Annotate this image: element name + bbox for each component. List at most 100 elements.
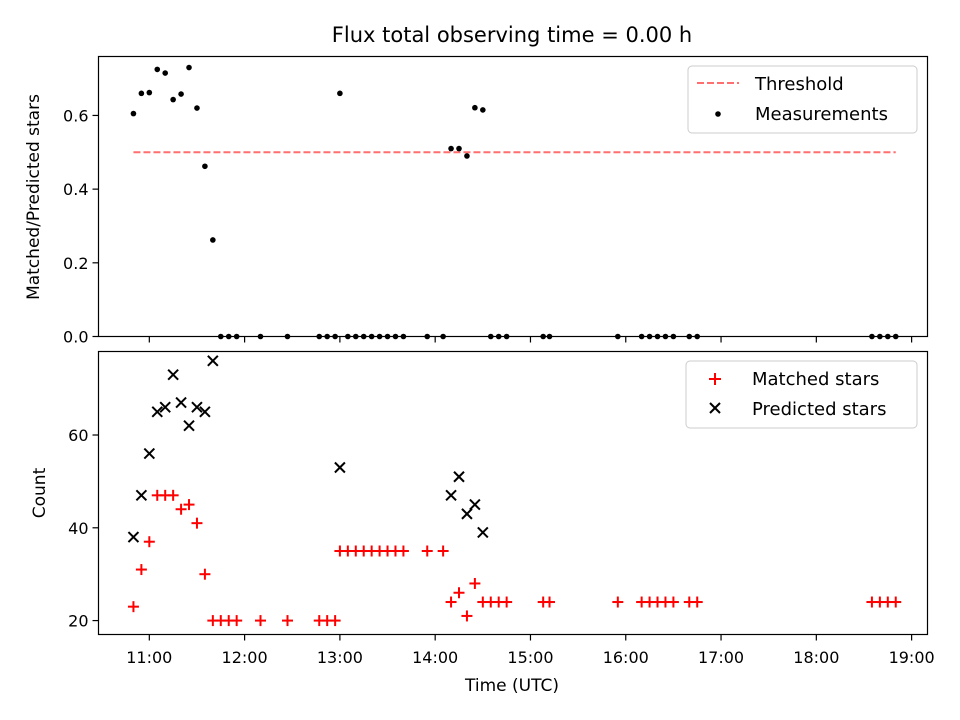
- legend-measurements-label: Measurements: [755, 104, 888, 125]
- legend-measurements-swatch: [715, 111, 721, 117]
- measurement-point: [194, 105, 200, 111]
- x-tick-label: 14:00: [412, 648, 458, 667]
- legend-matched-label: Matched stars: [752, 369, 879, 390]
- predicted-x-b: [207, 355, 219, 367]
- predicted-star-point: [191, 401, 203, 413]
- predicted-x-b: [151, 406, 163, 418]
- matched-star-point: [281, 615, 293, 627]
- measurement-point: [210, 237, 216, 243]
- ratio-legend: Threshold Measurements: [687, 65, 918, 134]
- y-axis-label-ratio: Matched/Predicted stars: [24, 94, 44, 300]
- measurement-point: [146, 89, 153, 96]
- predicted-star-point: [167, 368, 179, 381]
- predicted-star-point: [159, 401, 171, 413]
- matched-star-point: [135, 564, 147, 576]
- y-tick-label: 0.0: [63, 328, 88, 347]
- count-legend: Matched stars Predicted stars: [685, 360, 918, 429]
- measurement-point: [138, 90, 145, 97]
- legend-threshold-label: Threshold: [754, 74, 844, 95]
- predicted-x-b: [135, 489, 148, 502]
- matched-star-point: [469, 577, 481, 589]
- y-tick-label: 40: [68, 519, 88, 538]
- x-axis-label: Time (UTC): [464, 676, 559, 696]
- predicted-star-point: [199, 406, 211, 418]
- predicted-star-point: [143, 447, 156, 460]
- predicted-x-b: [143, 447, 156, 460]
- predicted-x-b: [159, 401, 171, 413]
- matched-star-point: [453, 587, 465, 599]
- x-axis: 11:00 12:00 13:00 14:00 15:00 16:00 17:00 18:00…: [126, 648, 934, 667]
- predicted-x-b: [175, 396, 187, 409]
- predicted-star-point: [469, 498, 481, 511]
- x-tick-label: 16:00: [603, 648, 649, 667]
- predicted-x-b: [167, 368, 179, 381]
- predicted-star-point: [461, 508, 473, 520]
- matched-star-point: [127, 601, 139, 613]
- predicted-star-point: [135, 489, 148, 502]
- measurement-point: [464, 153, 470, 159]
- x-tick-label: 11:00: [126, 648, 172, 667]
- count-axes-frame: [97, 350, 929, 636]
- legend-predicted-swatch: [709, 402, 721, 414]
- measurement-point: [130, 110, 137, 117]
- y-axis-label-count: Count: [30, 467, 50, 518]
- legend-box: [685, 360, 918, 429]
- matched-star-point: [437, 545, 449, 557]
- predicted-x-b: [445, 489, 457, 502]
- predicted-star-point: [207, 355, 219, 367]
- matched-star-point: [191, 517, 203, 529]
- ratio-panel: Matched/Predicted stars Threshold Measur…: [24, 55, 929, 347]
- measurement-point: [480, 107, 486, 113]
- predicted-star-point: [445, 489, 457, 502]
- predicted-x-b: [334, 461, 346, 474]
- matched-star-point: [445, 596, 457, 608]
- matched-star-point: [501, 596, 513, 608]
- predicted-star-point: [453, 471, 465, 483]
- predicted-star-point: [175, 396, 187, 409]
- matched-star-point: [890, 596, 902, 608]
- matched-star-point: [175, 503, 187, 515]
- predicted-star-point: [127, 531, 140, 543]
- x-tick-label: 12:00: [222, 648, 268, 667]
- chart-title: Flux total observing time = 0.00 h: [332, 23, 692, 47]
- measurement-point: [186, 64, 192, 71]
- matched-star-point: [167, 489, 179, 501]
- x-tick-label: 17:00: [698, 648, 744, 667]
- measurement-point: [154, 66, 161, 73]
- measurement-point: [337, 90, 343, 97]
- x-tick-label: 19:00: [889, 648, 935, 667]
- legend-matched-swatch: [709, 373, 721, 385]
- count-panel: Count Matched stars Predicted stars 20 40…: [30, 350, 929, 641]
- matched-star-point: [183, 499, 195, 511]
- legend-box: [687, 65, 918, 134]
- predicted-star-point: [477, 526, 489, 539]
- y-tick-label: 60: [68, 426, 88, 445]
- measurement-point: [202, 163, 208, 170]
- predicted-x-b: [191, 401, 203, 413]
- matched-star-point: [667, 596, 679, 608]
- matched-star-point: [691, 596, 703, 608]
- measurement-point: [448, 145, 454, 152]
- x-tick-label: 18:00: [793, 648, 839, 667]
- measurement-point: [472, 104, 478, 111]
- predicted-x-b: [461, 508, 473, 520]
- matched-star-point: [544, 596, 556, 608]
- y-tick-label: 20: [68, 612, 88, 631]
- x-tick-label: 13:00: [317, 648, 363, 667]
- predicted-x-b: [469, 498, 481, 511]
- matched-star-point: [421, 545, 433, 557]
- predicted-star-point: [334, 461, 346, 474]
- matched-star-point: [397, 545, 409, 557]
- legend-predicted-label: Predicted stars: [752, 399, 886, 420]
- matched-star-point: [143, 536, 155, 548]
- predicted-x-b: [183, 420, 195, 432]
- matched-star-point: [329, 615, 341, 627]
- y-tick-label: 0.4: [63, 180, 88, 199]
- measurement-point: [170, 96, 176, 103]
- x-tick-label: 15:00: [507, 648, 553, 667]
- measurement-point: [178, 91, 184, 97]
- measurement-point: [456, 145, 462, 152]
- predicted-x-b: [199, 406, 211, 418]
- predicted-x-b: [127, 531, 140, 543]
